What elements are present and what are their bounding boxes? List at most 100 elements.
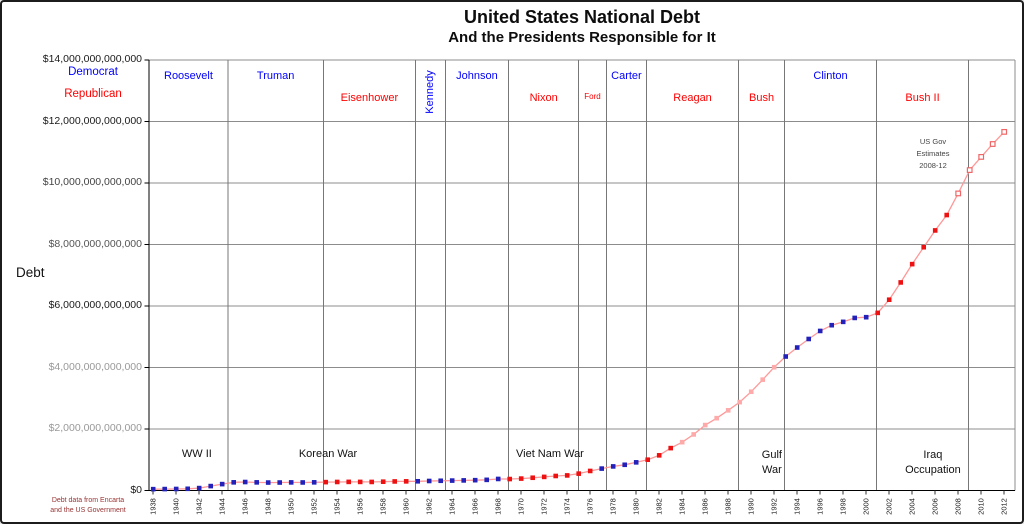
data-point-marker (530, 475, 535, 481)
x-tick-label: 1948 (263, 498, 273, 515)
data-point-marker (909, 261, 915, 267)
president-label: Kennedy (424, 70, 437, 114)
x-tick-label: 1938 (148, 498, 158, 515)
x-tick-label: 2012 (999, 498, 1009, 515)
data-point-marker (518, 476, 524, 481)
data-point-marker (242, 479, 248, 485)
estimate-point-marker (966, 167, 973, 174)
data-point-marker (944, 212, 949, 218)
data-point-marker (576, 471, 581, 476)
x-tick-label: 1984 (677, 498, 687, 515)
x-tick-label: 2004 (907, 498, 917, 515)
president-label: Truman (256, 70, 295, 82)
data-point-marker (231, 480, 236, 485)
chart-title: United States National Debt (463, 7, 701, 27)
president-label: Carter (611, 70, 642, 82)
data-point-marker (208, 483, 213, 489)
president-label: Clinton (813, 70, 848, 82)
data-point-marker (760, 377, 765, 382)
x-tick-label: 2008 (953, 498, 963, 515)
x-tick-label: 1962 (424, 498, 434, 515)
war-label: WW II (181, 448, 212, 460)
data-point-marker (507, 476, 512, 482)
data-point-marker (691, 432, 696, 437)
data-point-marker (449, 478, 455, 483)
president-label: Eisenhower (340, 92, 399, 104)
y-tick-label: $8,000,000,000,000 (48, 237, 142, 250)
estimates-note-line: 2008-12 (919, 161, 947, 170)
x-tick-label: 1986 (700, 498, 710, 515)
data-point-marker (817, 328, 823, 334)
data-point-marker (668, 445, 673, 451)
source-note: Debt data from Encarta and the US Govern… (20, 496, 156, 516)
y-tick-label: $12,000,000,000,000 (42, 114, 142, 127)
data-point-marker (622, 462, 627, 468)
estimate-point-marker (955, 190, 962, 197)
data-point-marker (438, 478, 443, 484)
x-tick-label: 1974 (562, 498, 572, 515)
estimate-point-marker (1001, 128, 1008, 135)
data-point-marker (300, 480, 305, 485)
chart-subtitle: And the Presidents Responsible for It (448, 29, 716, 46)
data-point-marker (748, 389, 754, 395)
president-label: Reagan (673, 92, 712, 104)
data-point-marker (633, 460, 639, 465)
x-tick-label: 1960 (401, 498, 411, 515)
data-point-marker (898, 280, 903, 285)
data-point-marker (725, 408, 731, 413)
x-tick-label: 1954 (332, 498, 342, 515)
data-point-marker (714, 415, 719, 421)
y-tick-label: $14,000,000,000,000 (42, 53, 142, 66)
data-point-marker (357, 479, 363, 485)
x-tick-label: 2010 (976, 498, 986, 515)
x-tick-label: 1946 (240, 498, 250, 515)
x-tick-label: 1968 (493, 498, 503, 515)
source-note-line: Debt data from Encarta (51, 497, 125, 504)
war-label: Gulf (761, 449, 782, 461)
x-tick-label: 1992 (769, 498, 779, 515)
data-point-marker (564, 473, 570, 478)
data-point-marker (852, 315, 857, 321)
data-point-marker (403, 479, 409, 484)
data-point-marker (415, 478, 420, 484)
president-label: Johnson (456, 70, 498, 82)
data-point-marker (254, 480, 259, 485)
data-point-marker (840, 319, 846, 325)
data-point-marker (219, 481, 225, 487)
data-point-marker (794, 345, 800, 350)
data-point-marker (461, 478, 466, 483)
x-tick-label: 1970 (516, 498, 526, 515)
president-label: Roosevelt (164, 70, 213, 82)
data-point-marker (150, 486, 156, 492)
data-point-marker (702, 422, 708, 428)
data-point-marker (495, 476, 501, 482)
data-point-marker (587, 468, 593, 474)
data-point-marker (369, 479, 374, 485)
data-point-marker (173, 486, 179, 492)
data-point-marker (737, 399, 742, 405)
data-point-marker (610, 464, 616, 469)
x-tick-label: 1942 (194, 498, 204, 515)
war-label: Iraq (923, 449, 943, 461)
x-tick-label: 2000 (861, 498, 871, 515)
data-point-marker (288, 480, 294, 485)
source-note-line: and the US Government (50, 507, 126, 514)
x-tick-label: 1964 (447, 498, 457, 515)
x-tick-label: 1982 (654, 498, 664, 515)
y-tick-label: $6,000,000,000,000 (48, 299, 142, 312)
x-tick-label: 1950 (286, 498, 296, 515)
data-point-marker (679, 439, 685, 445)
data-point-marker (921, 244, 926, 250)
data-point-marker (645, 457, 650, 463)
president-label: Ford (584, 92, 601, 101)
data-point-marker (162, 486, 167, 492)
war-label: Korean War (298, 448, 358, 460)
data-point-marker (806, 336, 811, 342)
y-tick-label: $4,000,000,000,000 (48, 360, 142, 373)
x-tick-label: 1952 (309, 498, 319, 515)
x-tick-label: 1980 (631, 498, 641, 515)
data-point-marker (311, 480, 317, 485)
x-tick-label: 1988 (723, 498, 733, 515)
